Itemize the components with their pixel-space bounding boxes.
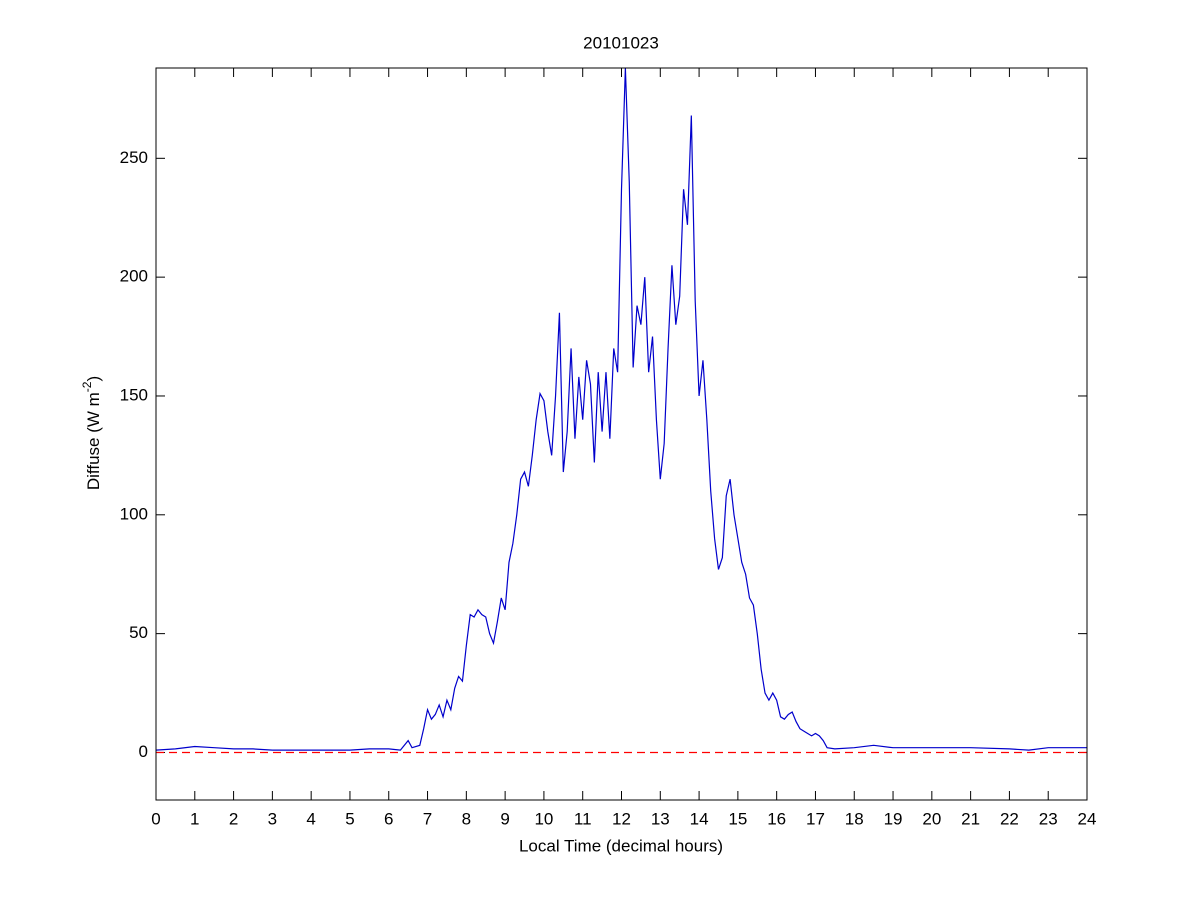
y-tick-label: 0 bbox=[139, 742, 148, 761]
x-tick-label: 11 bbox=[574, 809, 592, 828]
y-tick-label: 100 bbox=[120, 504, 148, 523]
x-tick-label: 3 bbox=[268, 809, 277, 828]
x-tick-label: 6 bbox=[384, 809, 393, 828]
y-tick-label: 150 bbox=[120, 385, 148, 404]
y-tick-label: 250 bbox=[120, 148, 148, 167]
x-tick-label: 14 bbox=[690, 809, 709, 828]
x-tick-label: 16 bbox=[767, 809, 786, 828]
x-tick-label: 5 bbox=[345, 809, 354, 828]
y-tick-label: 50 bbox=[129, 623, 148, 642]
x-tick-label: 10 bbox=[534, 809, 553, 828]
x-axis-label: Local Time (decimal hours) bbox=[519, 836, 723, 855]
x-tick-label: 19 bbox=[884, 809, 903, 828]
x-tick-label: 7 bbox=[423, 809, 432, 828]
y-axis-label: Diffuse (W m-2) bbox=[80, 376, 103, 490]
x-tick-label: 1 bbox=[190, 809, 199, 828]
x-tick-label: 24 bbox=[1078, 809, 1097, 828]
x-tick-label: 4 bbox=[306, 809, 315, 828]
x-tick-label: 18 bbox=[845, 809, 864, 828]
x-tick-label: 21 bbox=[961, 809, 980, 828]
x-tick-label: 8 bbox=[462, 809, 471, 828]
chart-title: 20101023 bbox=[583, 33, 659, 52]
x-tick-label: 9 bbox=[500, 809, 509, 828]
x-tick-label: 20 bbox=[922, 809, 941, 828]
x-tick-label: 2 bbox=[229, 809, 238, 828]
x-tick-label: 17 bbox=[806, 809, 825, 828]
x-tick-label: 0 bbox=[151, 809, 160, 828]
y-label-superscript: -2 bbox=[80, 381, 94, 392]
x-tick-label: 12 bbox=[612, 809, 631, 828]
x-tick-label: 22 bbox=[1000, 809, 1019, 828]
x-tick-label: 23 bbox=[1039, 809, 1058, 828]
y-label-part: Diffuse (W m bbox=[84, 392, 103, 490]
data-line bbox=[155, 67, 1087, 751]
x-tick-label: 15 bbox=[728, 809, 747, 828]
plot-frame bbox=[155, 67, 1088, 801]
x-tick-label: 13 bbox=[651, 809, 670, 828]
y-tick-label: 200 bbox=[120, 267, 148, 286]
y-label-part: ) bbox=[84, 376, 103, 382]
